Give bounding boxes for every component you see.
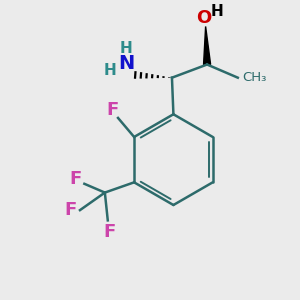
Text: CH₃: CH₃ [242, 71, 267, 84]
Text: H: H [210, 4, 223, 19]
Text: F: F [103, 223, 116, 241]
Text: F: F [70, 169, 82, 188]
Text: F: F [106, 101, 119, 119]
Text: H: H [120, 41, 132, 56]
Text: N: N [118, 54, 134, 73]
Text: F: F [64, 201, 77, 219]
Text: O: O [196, 9, 212, 27]
Text: H: H [104, 63, 117, 78]
Polygon shape [204, 26, 211, 64]
